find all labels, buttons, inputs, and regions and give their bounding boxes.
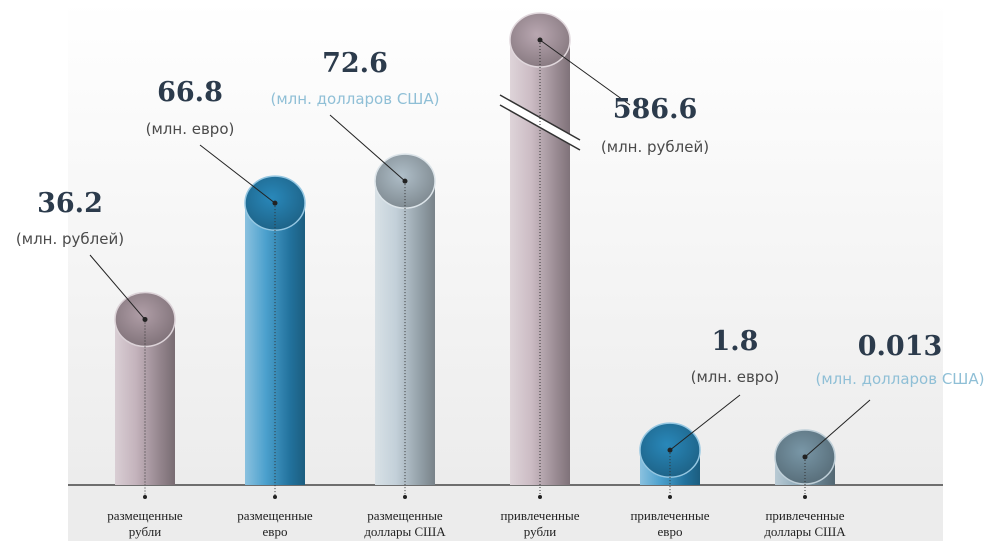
value-label: 586.6 bbox=[613, 94, 698, 125]
unit-label: (млн. евро) bbox=[691, 368, 780, 386]
category-label: рубли bbox=[524, 524, 556, 539]
value-label: 1.8 bbox=[712, 326, 759, 357]
value-label: 72.6 bbox=[322, 48, 388, 79]
tick-dot bbox=[538, 495, 542, 499]
value-label: 66.8 bbox=[157, 77, 223, 108]
unit-label: (млн. рублей) bbox=[601, 138, 709, 156]
category-label: размещенные bbox=[107, 508, 183, 523]
category-label: рубли bbox=[129, 524, 161, 539]
unit-label: (млн. евро) bbox=[146, 120, 235, 138]
category-label: привлеченные bbox=[765, 508, 844, 523]
value-label: 0.013 bbox=[858, 331, 943, 362]
category-label: доллары США bbox=[764, 524, 846, 539]
tick-dot bbox=[668, 495, 672, 499]
unit-label: (млн. долларов США) bbox=[816, 370, 985, 388]
category-label: привлеченные bbox=[500, 508, 579, 523]
tick-dot bbox=[273, 495, 277, 499]
chart: 36.2(млн. рублей)размещенныерубли66.8(мл… bbox=[0, 0, 1001, 541]
tick-dot bbox=[403, 495, 407, 499]
category-label: евро bbox=[658, 524, 683, 539]
tick-dot bbox=[803, 495, 807, 499]
category-label: доллары США bbox=[364, 524, 446, 539]
category-label: евро bbox=[263, 524, 288, 539]
category-label: размещенные bbox=[367, 508, 443, 523]
category-label: размещенные bbox=[237, 508, 313, 523]
tick-dot bbox=[143, 495, 147, 499]
unit-label: (млн. рублей) bbox=[16, 230, 124, 248]
value-label: 36.2 bbox=[37, 188, 103, 219]
category-label: привлеченные bbox=[630, 508, 709, 523]
unit-label: (млн. долларов США) bbox=[271, 90, 440, 108]
background bbox=[68, 0, 943, 485]
